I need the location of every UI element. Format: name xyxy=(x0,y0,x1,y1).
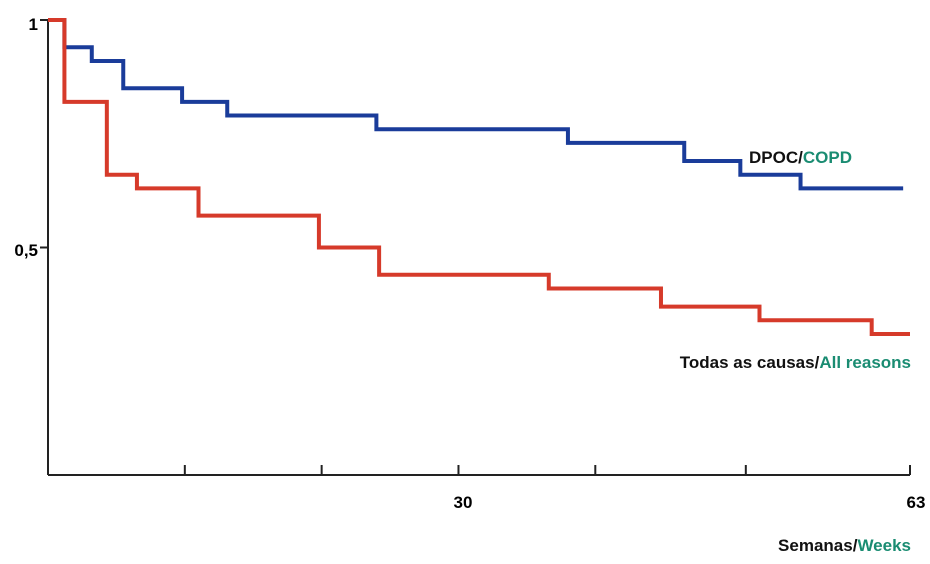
legend-copd-pt: DPOC xyxy=(749,148,798,167)
x-axis-label: Semanas/Weeks xyxy=(778,536,911,555)
axes xyxy=(40,19,911,476)
x-axis-label-en: Weeks xyxy=(857,536,911,555)
series-line-all-reasons xyxy=(48,18,910,336)
y-tick-label-1: 1 xyxy=(29,15,38,34)
y-tick-label-0-5: 0,5 xyxy=(14,241,38,260)
legend-copd-en: COPD xyxy=(803,148,852,167)
legend-all-en: All reasons xyxy=(819,353,911,372)
legend-all-sep: / xyxy=(815,353,820,372)
labels-group: 1 0,5 30 63 DPOC/COPD Todas as causas/Al… xyxy=(14,15,925,555)
series-group xyxy=(48,18,910,336)
legend-copd: DPOC/COPD xyxy=(749,148,852,167)
x-axis-label-sep: / xyxy=(853,536,858,555)
x-tick-label-30: 30 xyxy=(454,493,473,512)
legend-copd-sep: / xyxy=(798,148,803,167)
legend-all: Todas as causas/All reasons xyxy=(680,353,911,372)
x-axis-label-pt: Semanas xyxy=(778,536,853,555)
x-tick-label-63: 63 xyxy=(907,493,926,512)
series-line-copd xyxy=(48,18,904,191)
legend-all-pt: Todas as causas xyxy=(680,353,815,372)
